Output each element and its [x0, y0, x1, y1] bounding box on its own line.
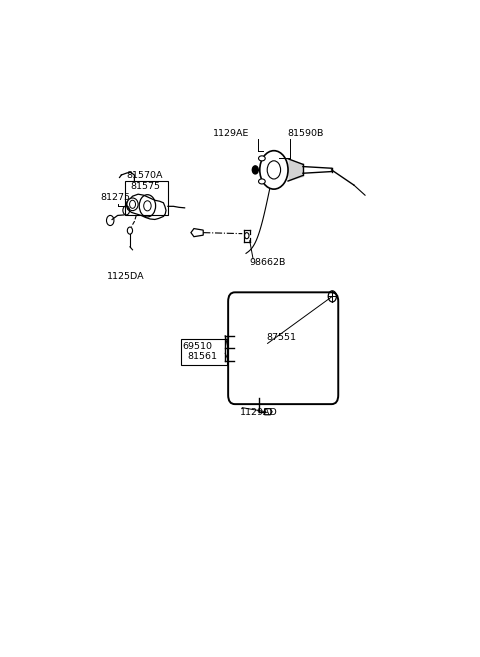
Text: 81590B: 81590B — [287, 129, 324, 137]
Text: 1129AD: 1129AD — [240, 407, 277, 417]
Text: 81575: 81575 — [130, 182, 160, 191]
Text: 87551: 87551 — [266, 333, 297, 342]
Text: 1129AE: 1129AE — [213, 129, 250, 137]
Text: 98662B: 98662B — [250, 258, 286, 267]
Text: 1125DA: 1125DA — [107, 272, 144, 281]
Ellipse shape — [259, 179, 265, 184]
Ellipse shape — [127, 198, 138, 211]
Text: 81561: 81561 — [187, 351, 217, 361]
Text: 81570A: 81570A — [126, 171, 163, 180]
FancyBboxPatch shape — [228, 292, 338, 404]
Ellipse shape — [259, 156, 265, 161]
Text: 69510: 69510 — [182, 342, 212, 350]
Text: 81275: 81275 — [100, 193, 130, 202]
Circle shape — [252, 166, 258, 174]
